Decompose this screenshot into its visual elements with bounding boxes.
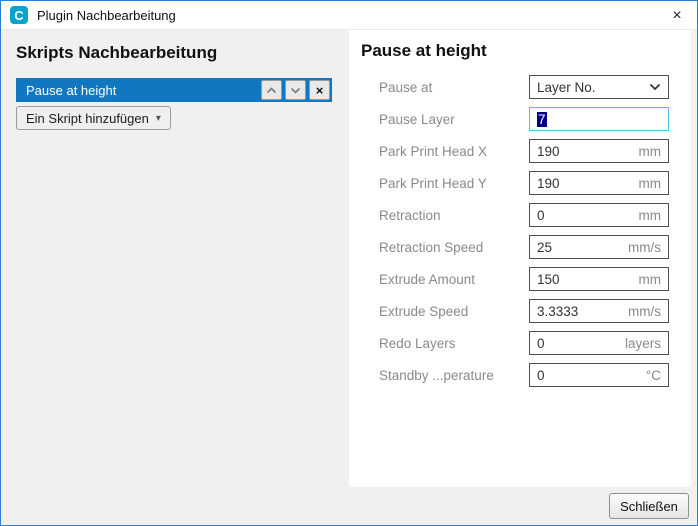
form-row-redo-layers: Redo Layers 0 layers	[349, 327, 691, 359]
field-label: Standby ...perature	[379, 367, 494, 383]
field-label: Extrude Speed	[379, 303, 469, 319]
window-title: Plugin Nachbearbeitung	[37, 7, 176, 23]
retraction-input[interactable]: 0 mm	[529, 203, 669, 227]
pause-at-select[interactable]: Layer No.	[529, 75, 669, 99]
form-row-park-print-head-x: Park Print Head X 190 mm	[349, 135, 691, 167]
chevron-down-icon	[290, 87, 301, 94]
settings-form: Pause at Layer No. Pause Layer 7 Park Pr…	[349, 71, 691, 391]
add-script-button-label: Ein Skript hinzufügen	[26, 110, 149, 126]
title-bar: C Plugin Nachbearbeitung ×	[1, 1, 697, 30]
unit-label: mm	[638, 143, 662, 159]
extrude-speed-input[interactable]: 3.3333 mm/s	[529, 299, 669, 323]
unit-label: mm	[638, 271, 662, 287]
form-row-standby-temperature: Standby ...perature 0 °C	[349, 359, 691, 391]
remove-x-icon: ×	[315, 82, 324, 98]
pause-layer-input[interactable]: 7	[529, 107, 669, 131]
park-print-head-y-input[interactable]: 190 mm	[529, 171, 669, 195]
field-label: Retraction	[379, 207, 441, 223]
selected-input-text: 7	[537, 111, 547, 127]
extrude-amount-input[interactable]: 150 mm	[529, 267, 669, 291]
form-row-extrude-speed: Extrude Speed 3.3333 mm/s	[349, 295, 691, 327]
input-value: 25	[537, 239, 553, 255]
standby-temperature-input[interactable]: 0 °C	[529, 363, 669, 387]
input-value: 0	[537, 207, 545, 223]
move-script-up-button[interactable]	[261, 80, 282, 100]
unit-label: °C	[645, 367, 661, 383]
form-row-park-print-head-y: Park Print Head Y 190 mm	[349, 167, 691, 199]
unit-label: mm	[638, 207, 662, 223]
unit-label: mm	[638, 175, 662, 191]
form-row-retraction: Retraction 0 mm	[349, 199, 691, 231]
remove-script-button[interactable]: ×	[309, 80, 330, 100]
form-row-retraction-speed: Retraction Speed 25 mm/s	[349, 231, 691, 263]
window-close-icon[interactable]: ×	[672, 6, 682, 24]
field-label: Park Print Head X	[379, 143, 488, 159]
form-row-pause-at: Pause at Layer No.	[349, 71, 691, 103]
script-settings-panel: Pause at height Pause at Layer No. Pause…	[349, 30, 691, 489]
unit-label: mm/s	[628, 239, 661, 255]
chevron-up-icon	[266, 86, 277, 94]
dialog-footer: Schließen	[1, 487, 697, 525]
unit-label: mm/s	[628, 303, 661, 319]
input-value: 190	[537, 175, 560, 191]
scripts-panel: Skripts Nachbearbeitung Pause at height …	[1, 30, 349, 525]
field-label: Retraction Speed	[379, 239, 484, 255]
input-value: 0	[537, 335, 545, 351]
input-value: 190	[537, 143, 560, 159]
cura-app-icon: C	[10, 6, 28, 24]
input-value: 0	[537, 367, 545, 383]
pause-at-selected-value: Layer No.	[537, 79, 596, 95]
field-label: Pause at	[379, 79, 433, 95]
field-label: Park Print Head Y	[379, 175, 487, 191]
input-value: 3.3333	[537, 303, 579, 319]
field-label: Redo Layers	[379, 335, 456, 351]
close-dialog-button[interactable]: Schließen	[609, 493, 689, 519]
add-script-button[interactable]: Ein Skript hinzufügen ▾	[16, 106, 171, 130]
move-script-down-button[interactable]	[285, 80, 306, 100]
redo-layers-input[interactable]: 0 layers	[529, 331, 669, 355]
script-item-label: Pause at height	[26, 82, 117, 98]
input-value: 150	[537, 271, 560, 287]
settings-heading: Pause at height	[361, 41, 487, 60]
chevron-down-icon	[649, 83, 661, 91]
unit-label: layers	[624, 335, 661, 351]
retraction-speed-input[interactable]: 25 mm/s	[529, 235, 669, 259]
dropdown-caret-icon: ▾	[155, 112, 161, 124]
form-row-extrude-amount: Extrude Amount 150 mm	[349, 263, 691, 295]
field-label: Extrude Amount	[379, 271, 476, 287]
form-row-pause-layer: Pause Layer 7	[349, 103, 691, 135]
park-print-head-x-input[interactable]: 190 mm	[529, 139, 669, 163]
scripts-panel-heading: Skripts Nachbearbeitung	[16, 43, 218, 62]
field-label: Pause Layer	[379, 111, 455, 127]
script-list-item-pause-at-height[interactable]: Pause at height ×	[16, 78, 332, 102]
